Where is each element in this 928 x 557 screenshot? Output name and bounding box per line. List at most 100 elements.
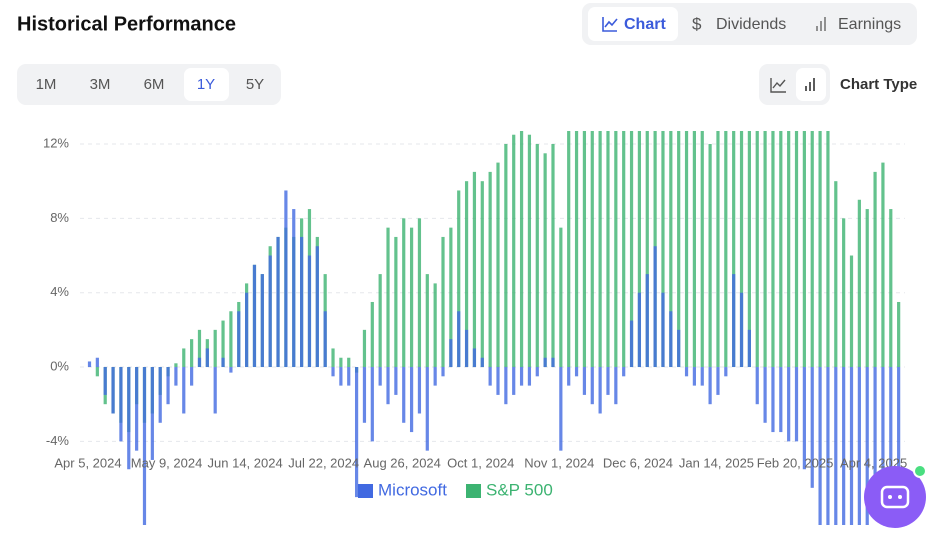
range-button[interactable]: 1M: [36, 76, 57, 93]
bar: [519, 131, 524, 368]
bar: [535, 367, 539, 377]
chart-icon: [602, 17, 617, 32]
page-title: Historical Performance: [17, 13, 236, 35]
bar: [315, 246, 319, 368]
bar: [268, 255, 272, 368]
y-tick-label: 4%: [50, 284, 69, 299]
bar: [747, 131, 751, 368]
bar: [158, 367, 162, 423]
bar: [732, 131, 736, 368]
bar: [842, 218, 846, 368]
bar: [787, 367, 791, 442]
bar: [527, 367, 532, 386]
bar: [889, 367, 893, 516]
bar: [213, 367, 217, 414]
legend-swatch: [358, 484, 373, 498]
bar: [87, 361, 92, 368]
tab[interactable]: Chart: [624, 16, 666, 33]
bar: [810, 131, 814, 368]
bar: [135, 367, 139, 451]
range-button[interactable]: 5Y: [246, 76, 264, 93]
legend-label: S&P 500: [486, 480, 553, 499]
bar: [197, 329, 202, 368]
bar: [95, 357, 99, 368]
legend-swatch: [466, 484, 481, 498]
bar: [779, 367, 783, 433]
bar: [221, 357, 225, 368]
bar: [849, 255, 854, 368]
bar: [449, 227, 453, 368]
x-tick-label: Aug 26, 2024: [364, 455, 441, 470]
bar: [205, 348, 209, 368]
bar: [834, 367, 838, 525]
bar: [810, 367, 814, 488]
bar: [881, 367, 885, 498]
bar: [739, 292, 744, 368]
bar: [590, 131, 594, 368]
bar: [873, 171, 877, 368]
bar: [370, 367, 374, 442]
bar: [127, 367, 131, 470]
bar: [488, 367, 492, 386]
tab[interactable]: Earnings: [838, 16, 901, 33]
x-tick-label: Apr 5, 2024: [54, 455, 121, 470]
bar: [590, 367, 594, 405]
assistant-button[interactable]: [864, 466, 926, 528]
bar: [504, 144, 508, 368]
bar: [637, 292, 642, 368]
bar: [472, 171, 477, 368]
bar: [174, 363, 178, 368]
bar: [834, 181, 838, 368]
range-button[interactable]: 3M: [90, 76, 111, 93]
bar: [551, 144, 555, 368]
tab[interactable]: Dividends: [716, 16, 786, 33]
bar: [457, 311, 461, 368]
line-type-icon[interactable]: [770, 78, 786, 93]
bar: [661, 292, 665, 368]
bar: [457, 190, 461, 368]
bar: [567, 131, 571, 368]
chart-type-active[interactable]: [796, 68, 826, 101]
bar: [386, 227, 390, 368]
dollar-icon: $: [692, 14, 702, 33]
bar: [190, 339, 194, 368]
bar: [794, 367, 799, 442]
bar: [802, 367, 806, 470]
bar: [150, 367, 154, 460]
bar-type-icon: [805, 78, 815, 91]
x-tick-label: Feb 20, 2025: [757, 455, 834, 470]
bar: [464, 329, 469, 368]
bar: [496, 367, 500, 395]
bar: [174, 367, 178, 386]
bar: [394, 236, 398, 368]
bar: [417, 218, 422, 368]
bar: [276, 236, 280, 368]
bar: [386, 367, 390, 405]
bar: [802, 131, 806, 368]
bar: [637, 131, 642, 368]
bar: [724, 131, 728, 368]
range-active[interactable]: [184, 68, 229, 101]
bar: [292, 209, 296, 368]
bar: [488, 171, 492, 368]
bar: [504, 367, 508, 405]
bar: [142, 367, 147, 525]
bar: [629, 320, 634, 368]
tab-active[interactable]: [588, 7, 678, 41]
bar: [339, 367, 343, 386]
bar: [567, 367, 571, 386]
bar: [606, 367, 610, 395]
bar: [480, 181, 484, 368]
bar: [472, 348, 477, 368]
range-button[interactable]: 6M: [144, 76, 165, 93]
bar: [763, 131, 767, 368]
bar: [433, 283, 437, 368]
bar: [339, 357, 343, 368]
x-tick-label: Jun 14, 2024: [208, 455, 283, 470]
bar: [755, 367, 759, 405]
bar: [873, 367, 877, 479]
bar: [677, 329, 681, 368]
range-button[interactable]: 1Y: [197, 76, 215, 93]
bar: [111, 367, 115, 414]
bar: [190, 367, 194, 386]
